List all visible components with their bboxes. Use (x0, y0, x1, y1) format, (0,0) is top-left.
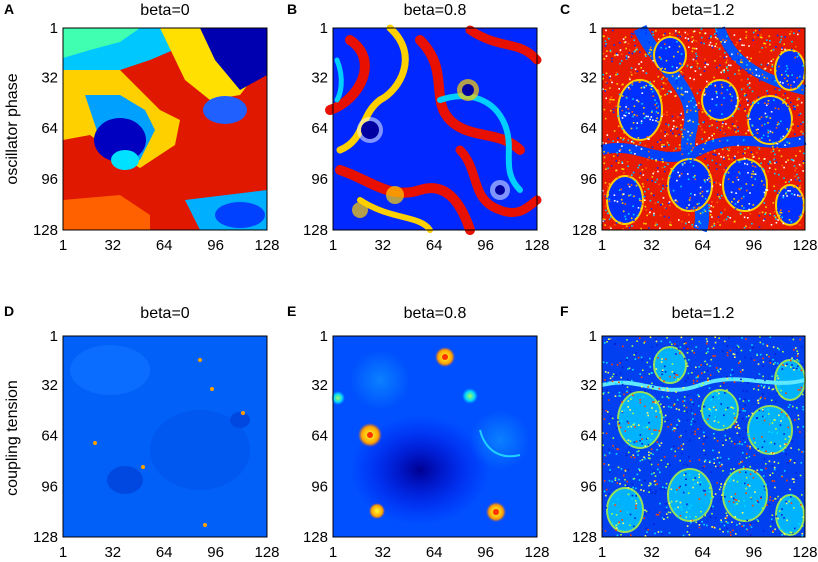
xtick-b-3: 96 (477, 237, 494, 254)
xtick-c-3: 96 (746, 237, 763, 254)
xtick-f-2: 64 (694, 544, 711, 561)
ytick-a-0: 1 (50, 20, 58, 37)
ytick-f-4: 128 (572, 529, 597, 546)
ytick-a-3: 96 (41, 171, 58, 188)
ytick-e-4: 128 (303, 529, 328, 546)
heatmap-b (325, 24, 542, 235)
xtick-d-2: 64 (156, 544, 173, 561)
ytick-b-4: 128 (303, 222, 328, 239)
ytick-d-4: 128 (33, 529, 58, 546)
xtick-c-2: 64 (694, 237, 711, 254)
xtick-f-4: 128 (792, 544, 817, 561)
ytick-b-2: 64 (311, 120, 328, 137)
panel-title-e: beta=0.8 (404, 305, 467, 322)
ytick-c-0: 1 (589, 20, 597, 37)
panel-label-c: C (560, 1, 570, 17)
xtick-a-4: 128 (254, 237, 279, 254)
xtick-d-4: 128 (254, 544, 279, 561)
ytick-e-3: 96 (311, 478, 328, 495)
ytick-a-2: 64 (41, 120, 58, 137)
xtick-b-0: 1 (329, 237, 337, 254)
xtick-d-3: 96 (207, 544, 224, 561)
xtick-a-0: 1 (59, 237, 67, 254)
xtick-c-0: 1 (598, 237, 606, 254)
xtick-e-4: 128 (524, 544, 549, 561)
heatmap-f (601, 336, 806, 537)
ytick-d-2: 64 (41, 428, 58, 445)
xtick-e-3: 96 (477, 544, 494, 561)
xtick-a-3: 96 (207, 237, 224, 254)
xtick-f-3: 96 (746, 544, 763, 561)
ytick-d-3: 96 (41, 478, 58, 495)
ytick-d-0: 1 (50, 328, 58, 345)
xtick-d-0: 1 (59, 544, 67, 561)
panel-e: E beta=0.8 (287, 303, 538, 538)
ytick-e-0: 1 (320, 328, 328, 345)
xtick-c-1: 32 (643, 237, 660, 254)
panel-c: C beta=1.2 (560, 1, 807, 233)
ytick-b-3: 96 (311, 171, 328, 188)
heatmap-c (600, 24, 807, 233)
panel-d: D beta=0 coupling tension (4, 303, 268, 538)
ytick-b-1: 32 (311, 69, 328, 86)
ytick-f-0: 1 (589, 328, 597, 345)
panel-title-a: beta=0 (140, 2, 189, 19)
xtick-a-1: 32 (104, 237, 121, 254)
xtick-e-0: 1 (329, 544, 337, 561)
ylabel-a: oscillator phase (4, 73, 21, 184)
panel-label-e: E (287, 303, 296, 319)
ylabel-d: coupling tension (4, 380, 21, 496)
panel-title-f: beta=1.2 (672, 305, 735, 322)
panel-b: B beta=0.8 (287, 1, 542, 235)
xtick-e-2: 64 (426, 544, 443, 561)
heatmap-a (63, 28, 267, 230)
ytick-c-2: 64 (580, 120, 597, 137)
heatmap-d (63, 336, 267, 537)
ytick-f-1: 32 (580, 377, 597, 394)
ytick-c-4: 128 (572, 222, 597, 239)
xtick-b-4: 128 (524, 237, 549, 254)
panel-label-a: A (4, 1, 14, 17)
panel-label-d: D (4, 303, 14, 319)
xtick-b-1: 32 (374, 237, 391, 254)
xtick-d-1: 32 (104, 544, 121, 561)
ytick-f-3: 96 (580, 478, 597, 495)
ytick-b-0: 1 (320, 20, 328, 37)
xtick-b-2: 64 (426, 237, 443, 254)
panel-label-f: F (560, 303, 569, 319)
panel-title-b: beta=0.8 (404, 2, 467, 19)
xtick-e-1: 32 (374, 544, 391, 561)
xtick-f-1: 32 (643, 544, 660, 561)
ytick-d-1: 32 (41, 377, 58, 394)
speckle-c (602, 28, 805, 230)
ytick-c-1: 32 (580, 69, 597, 86)
heatmap-e (331, 336, 537, 537)
ytick-e-1: 32 (311, 377, 328, 394)
ytick-a-1: 32 (41, 69, 58, 86)
xtick-a-2: 64 (156, 237, 173, 254)
panel-title-d: beta=0 (140, 305, 189, 322)
ytick-c-3: 96 (580, 171, 597, 188)
ytick-f-2: 64 (580, 428, 597, 445)
ytick-e-2: 64 (311, 428, 328, 445)
panel-a: A beta=0 oscillator phase (4, 1, 268, 231)
xtick-f-0: 1 (598, 544, 606, 561)
panel-label-b: B (287, 1, 297, 17)
ytick-a-4: 128 (33, 222, 58, 239)
panel-f: F beta=1.2 (560, 303, 806, 538)
panel-title-c: beta=1.2 (672, 2, 735, 19)
speckle-f (602, 336, 805, 537)
xtick-c-4: 128 (792, 237, 817, 254)
